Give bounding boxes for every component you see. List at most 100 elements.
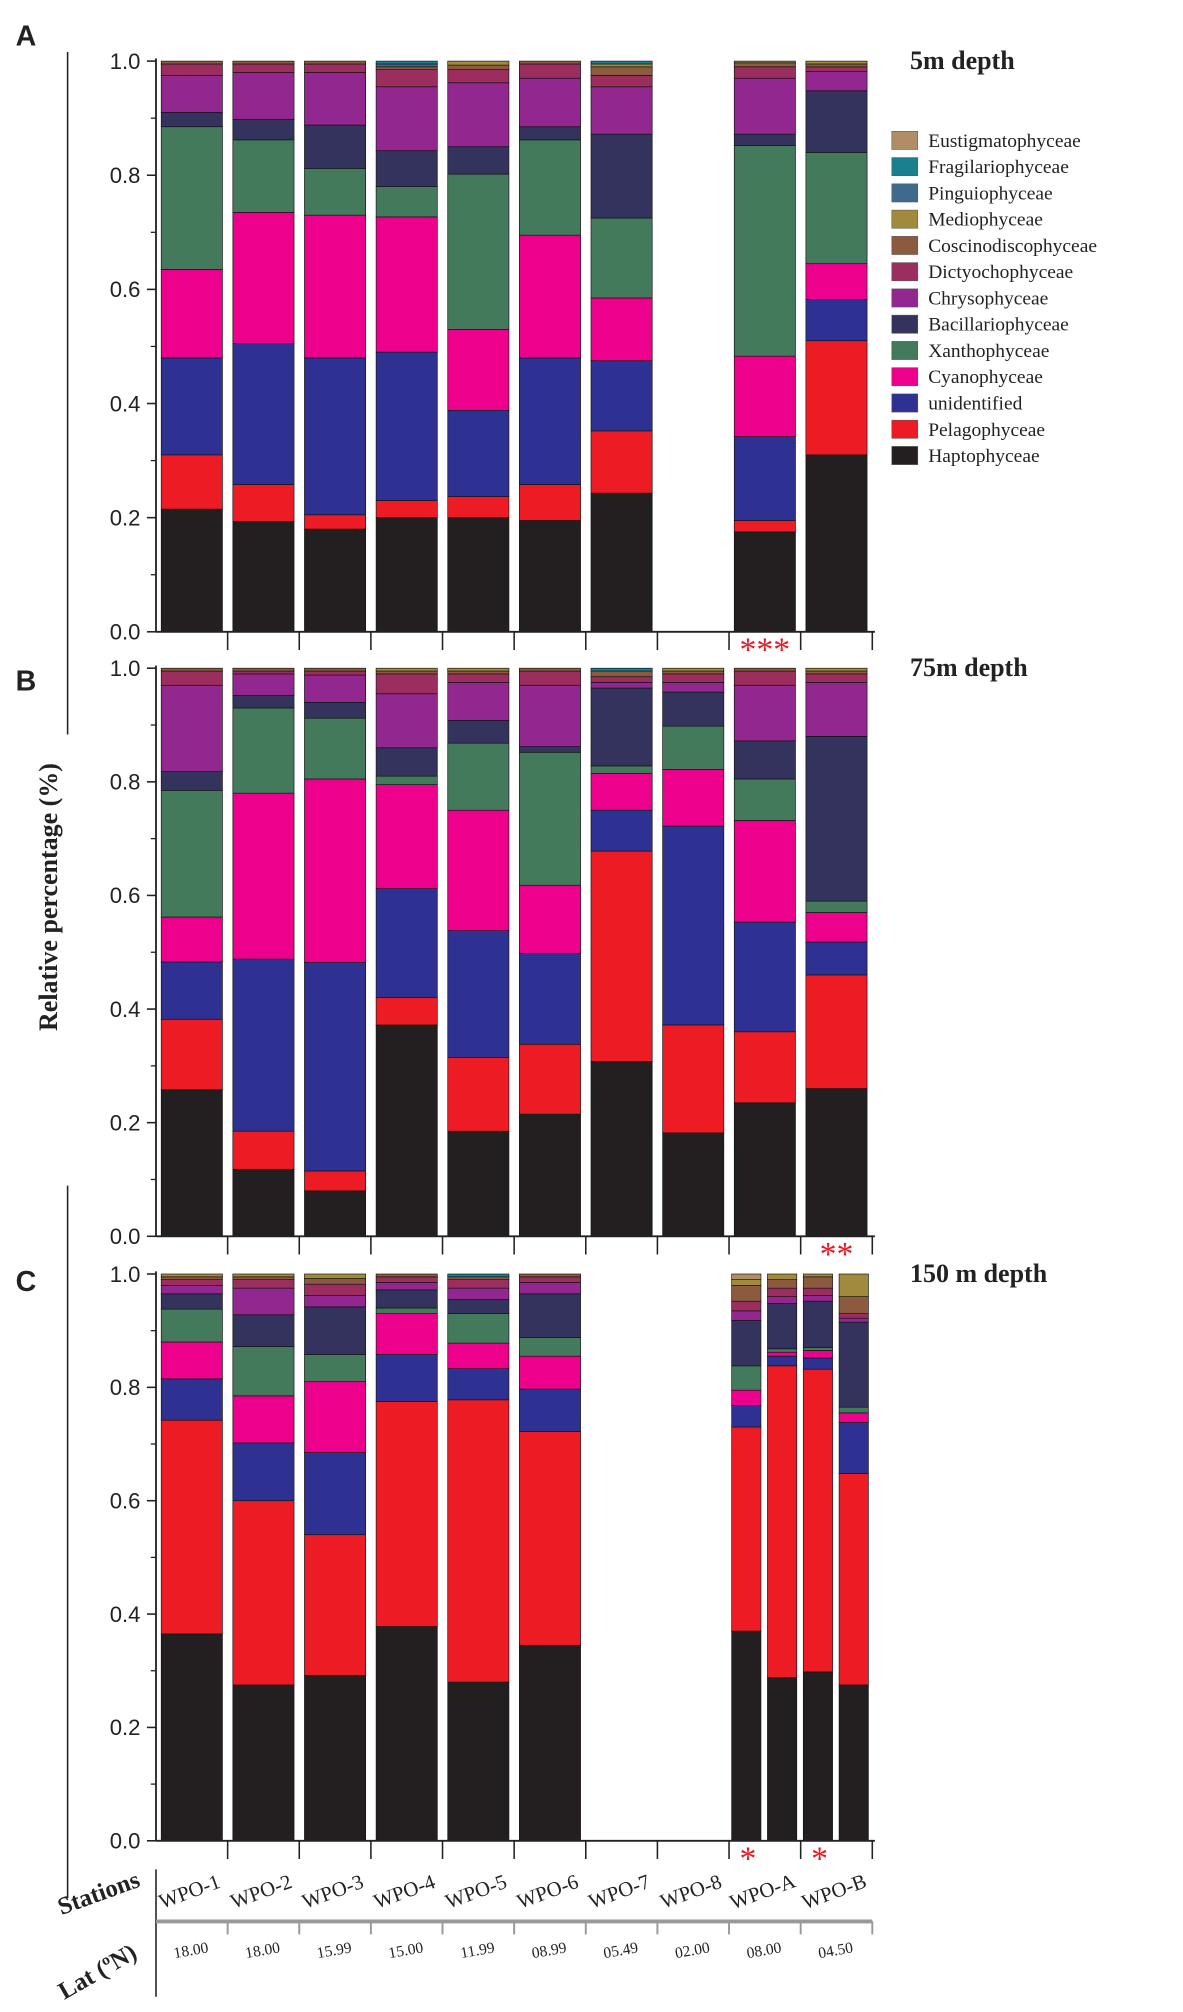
bar-segment	[375, 66, 438, 70]
bar-segment	[519, 1043, 581, 1115]
bar-segment	[232, 670, 295, 675]
legend-label: Haptophyceae	[928, 446, 1039, 467]
bar-segment	[304, 1190, 367, 1237]
bar-segment	[375, 69, 438, 88]
bar-segment	[232, 60, 295, 65]
bar-segment	[375, 670, 438, 675]
bar-segment	[519, 1113, 581, 1237]
bar-segment	[232, 139, 295, 213]
x-tick-label: WPO-3	[299, 1870, 367, 1913]
bar-segment	[304, 63, 367, 73]
bar-segment	[304, 1295, 367, 1308]
bar-segment	[519, 746, 581, 753]
x-tick-label: WPO-5	[442, 1870, 510, 1913]
bar-segment	[731, 1285, 762, 1302]
legend-swatch	[891, 209, 919, 229]
bar-segment	[375, 1354, 438, 1402]
bar-segment	[232, 1346, 295, 1397]
panel-letter: C	[16, 1266, 37, 1298]
bar-segment	[733, 740, 796, 780]
bar-segment	[447, 1287, 510, 1300]
bar-segment	[802, 1368, 833, 1673]
bar-segment	[805, 63, 868, 68]
bar-segment	[519, 884, 581, 954]
bar-segment	[160, 1293, 223, 1310]
bar-segment	[447, 1273, 510, 1278]
bar-segment	[447, 809, 510, 931]
bar-segment	[160, 790, 223, 918]
bar-segment	[805, 71, 868, 92]
y-tick-label: 0.4	[110, 1602, 141, 1627]
lat-label: 15.00	[387, 1939, 425, 1962]
bar-segment	[802, 1273, 833, 1278]
bar-segment	[375, 500, 438, 518]
bar-segment	[733, 77, 796, 135]
bar-segment	[590, 772, 653, 811]
bar-segment	[232, 673, 295, 696]
bar-segment	[160, 1018, 223, 1091]
legend-label: unidentified	[928, 393, 1022, 414]
bar-segment	[805, 299, 868, 342]
bar-segment	[375, 60, 438, 65]
bar-segment	[802, 1671, 833, 1842]
lat-label: 15.99	[316, 1939, 354, 1962]
bar-segment	[375, 216, 438, 353]
bar-segment	[731, 1320, 762, 1367]
bar-segment	[232, 1500, 295, 1686]
bar-segment	[232, 72, 295, 120]
bar-segment	[838, 1273, 869, 1297]
lat-title: Lat (ºN)	[54, 1939, 142, 2005]
bar-segment	[232, 707, 295, 794]
bar-segment	[375, 1024, 438, 1237]
bar-segment	[447, 82, 510, 148]
bar-segment	[733, 133, 796, 146]
bar-segment	[375, 997, 438, 1026]
bar-segment	[304, 1534, 367, 1676]
bar-segment	[802, 1300, 833, 1349]
bar-segment	[447, 517, 510, 633]
bar-segment	[447, 146, 510, 175]
bar-segment	[304, 357, 367, 516]
bar-segment	[519, 1276, 581, 1283]
bar-segment	[447, 173, 510, 330]
bar-segment	[733, 667, 796, 672]
bar-segment	[733, 684, 796, 742]
bar-segment	[662, 825, 725, 1026]
bar-segment	[375, 888, 438, 999]
bar-segment	[733, 355, 796, 437]
bar-segment	[731, 1279, 762, 1286]
bar-segment	[160, 1341, 223, 1380]
bar-segment	[304, 168, 367, 216]
legend-label: Fragilariophyceae	[928, 157, 1069, 178]
y-tick-label: 0.8	[110, 1375, 141, 1400]
legend-label: Dictyochophyceae	[928, 262, 1073, 283]
bar-segment	[447, 667, 510, 672]
bar-segment	[232, 1395, 295, 1444]
bar-segment	[733, 778, 796, 821]
bar-segment	[519, 670, 581, 686]
bar-segment	[160, 771, 223, 791]
bar-segment	[447, 496, 510, 518]
bar-segment	[731, 1300, 762, 1312]
bar-segment	[447, 1299, 510, 1314]
bar-segment	[232, 1287, 295, 1316]
bar-segment	[160, 1279, 223, 1286]
y-tick-label: 1.0	[110, 1262, 141, 1287]
x-tick-label: WPO-2	[227, 1870, 295, 1913]
bar-segment	[232, 667, 295, 672]
bar-segment	[731, 1273, 762, 1280]
legend-swatch	[891, 446, 919, 465]
bar-segment	[304, 514, 367, 530]
bar-segment	[662, 673, 725, 683]
bar-segment	[232, 958, 295, 1132]
panel-title: 5m depth	[910, 46, 1015, 75]
bar-segment	[590, 809, 653, 852]
bar-segment	[375, 1282, 438, 1291]
bar-segment	[767, 1296, 798, 1304]
bar-segment	[232, 343, 295, 485]
bar-segment	[805, 912, 868, 943]
bar-segment	[160, 1285, 223, 1295]
bar-segment	[375, 1307, 438, 1314]
bar-segment	[519, 484, 581, 521]
bar-segment	[733, 60, 796, 64]
